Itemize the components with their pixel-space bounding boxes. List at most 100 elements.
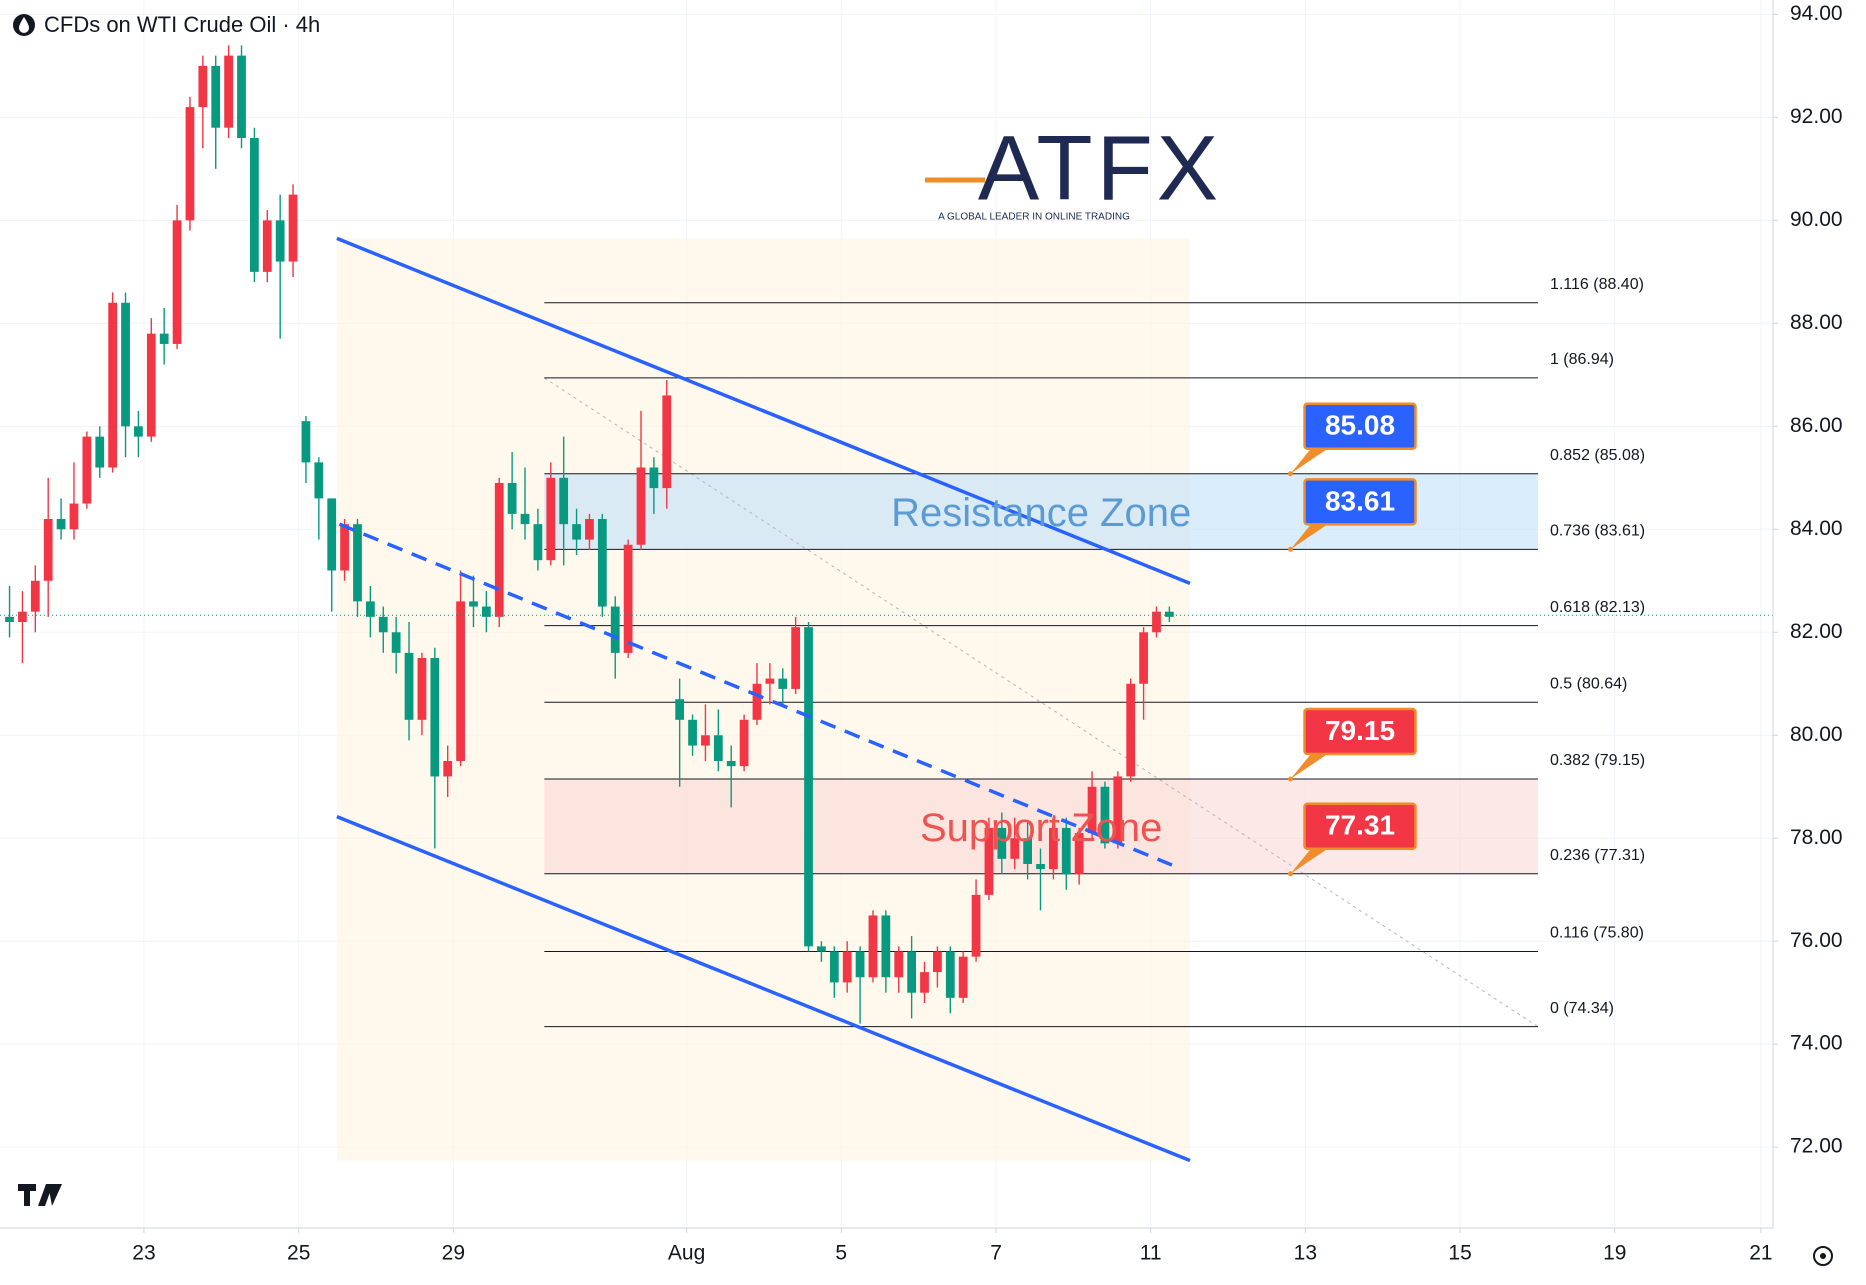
channel-mid bbox=[338, 522, 1173, 867]
callout-box bbox=[1303, 707, 1417, 756]
candle-body bbox=[121, 302, 130, 427]
candle-body bbox=[907, 951, 917, 993]
candle-body bbox=[275, 220, 285, 262]
candle-body bbox=[430, 658, 440, 777]
channel-lower bbox=[336, 814, 1191, 1163]
candle-body bbox=[172, 220, 182, 344]
fib-label: 0.618 (82.13) bbox=[1550, 599, 1645, 616]
fib-label: 0 (74.34) bbox=[1550, 1000, 1614, 1017]
candle-body bbox=[765, 678, 775, 684]
callout-anchor bbox=[1288, 546, 1294, 552]
candle-body bbox=[1100, 786, 1110, 844]
y-tick-label: 86.00 bbox=[1790, 414, 1843, 437]
settings-gear[interactable] bbox=[1813, 1246, 1833, 1266]
x-tick-label: 11 bbox=[1140, 1242, 1162, 1265]
candle-body bbox=[778, 678, 788, 689]
fib-trend-line bbox=[544, 377, 1539, 1028]
candle-body bbox=[340, 524, 349, 571]
candle-body bbox=[1164, 611, 1174, 617]
callout-pointer bbox=[1290, 522, 1331, 550]
fib-label: 1 (86.94) bbox=[1550, 351, 1614, 368]
candle-body bbox=[958, 956, 968, 998]
y-tick-label: 84.00 bbox=[1790, 517, 1843, 540]
candle-body bbox=[585, 519, 594, 540]
candle-body bbox=[1049, 827, 1058, 870]
candle-body bbox=[288, 194, 298, 262]
candle-body bbox=[842, 951, 852, 983]
annotations-front: 1.116 (88.40) 1 (86.94) 0.852 (85.08) 0.736… bbox=[0, 236, 1773, 1163]
candle-body bbox=[391, 632, 401, 653]
fib-label: 1.116 (88.40) bbox=[1550, 276, 1644, 293]
candle-body bbox=[1023, 838, 1032, 864]
candle-body bbox=[533, 524, 543, 561]
candle-body bbox=[481, 606, 491, 617]
candle-body bbox=[211, 65, 221, 128]
y-tick-label: 72.00 bbox=[1790, 1135, 1843, 1158]
callout-box bbox=[1303, 802, 1417, 851]
candle-body bbox=[469, 601, 478, 607]
candle-body bbox=[314, 462, 324, 499]
candle-body bbox=[108, 302, 118, 468]
candle-body bbox=[443, 760, 453, 777]
fib-label: 0.236 (77.31) bbox=[1550, 847, 1645, 864]
brand-logo: ATFX bbox=[978, 117, 1222, 219]
candle-body bbox=[520, 513, 530, 525]
candle-body bbox=[984, 827, 994, 895]
fib-label: 0.736 (83.61) bbox=[1550, 523, 1645, 540]
chart-title: CFDs on WTI Crude Oil · 4h bbox=[44, 12, 320, 37]
drop-icon bbox=[19, 17, 29, 33]
candle-body bbox=[301, 421, 311, 463]
candle-body bbox=[804, 627, 813, 947]
candle-body bbox=[507, 482, 517, 514]
zone-label: Support Zone bbox=[920, 806, 1162, 850]
candle-body bbox=[688, 719, 697, 746]
x-tick-label: 29 bbox=[442, 1242, 465, 1265]
candle-body bbox=[134, 426, 143, 437]
y-tick-label: 78.00 bbox=[1790, 826, 1843, 849]
x-tick-label: 21 bbox=[1749, 1242, 1772, 1265]
callout-label: 85.08 bbox=[1325, 410, 1395, 441]
candle-body bbox=[365, 601, 375, 617]
x-tick-label: 23 bbox=[132, 1242, 155, 1265]
y-tick-label: 90.00 bbox=[1790, 208, 1843, 231]
candle-body bbox=[726, 760, 736, 767]
candle-body bbox=[623, 544, 633, 653]
candle-body bbox=[1087, 786, 1097, 834]
x-tick-label: Aug bbox=[668, 1242, 705, 1265]
candle-body bbox=[224, 55, 233, 128]
x-tick-label: 19 bbox=[1603, 1242, 1626, 1265]
tv-logo bbox=[18, 1184, 62, 1206]
y-tick-label: 94.00 bbox=[1790, 2, 1843, 25]
candle-body bbox=[636, 467, 646, 545]
axes: 72.00 74.00 76.00 78.00 80.00 82.00 84.00 86.00… bbox=[132, 2, 1842, 1265]
candle-body bbox=[675, 699, 685, 720]
candle-body bbox=[559, 477, 569, 525]
candle-body bbox=[752, 683, 762, 720]
candle-body bbox=[250, 137, 259, 272]
x-tick-label: 25 bbox=[287, 1242, 310, 1265]
candle-body bbox=[146, 333, 156, 437]
callout-pointer bbox=[1290, 752, 1331, 780]
candle-body bbox=[868, 915, 878, 978]
x-tick-label: 15 bbox=[1448, 1242, 1471, 1265]
settings-gear-center[interactable] bbox=[1820, 1253, 1826, 1259]
candle-body bbox=[713, 735, 723, 761]
channel-upper bbox=[336, 236, 1191, 585]
candle-body bbox=[1113, 776, 1123, 844]
callout-box bbox=[1303, 402, 1417, 450]
y-tick-label: 74.00 bbox=[1790, 1032, 1843, 1055]
candle-body bbox=[881, 915, 891, 978]
candle-body bbox=[353, 524, 362, 602]
brand-tagline: A GLOBAL LEADER IN ONLINE TRADING bbox=[938, 212, 1130, 223]
fib-label: 0.5 (80.64) bbox=[1550, 676, 1627, 693]
settings-icon[interactable] bbox=[1813, 1246, 1833, 1266]
callout-anchor bbox=[1288, 776, 1294, 782]
callout-label: 83.61 bbox=[1325, 485, 1395, 516]
candle-body bbox=[572, 524, 581, 540]
candle-body bbox=[494, 482, 504, 617]
candle-body bbox=[82, 436, 92, 504]
candle-body bbox=[817, 946, 826, 952]
candle-body bbox=[701, 735, 710, 746]
candle-body bbox=[262, 220, 272, 272]
